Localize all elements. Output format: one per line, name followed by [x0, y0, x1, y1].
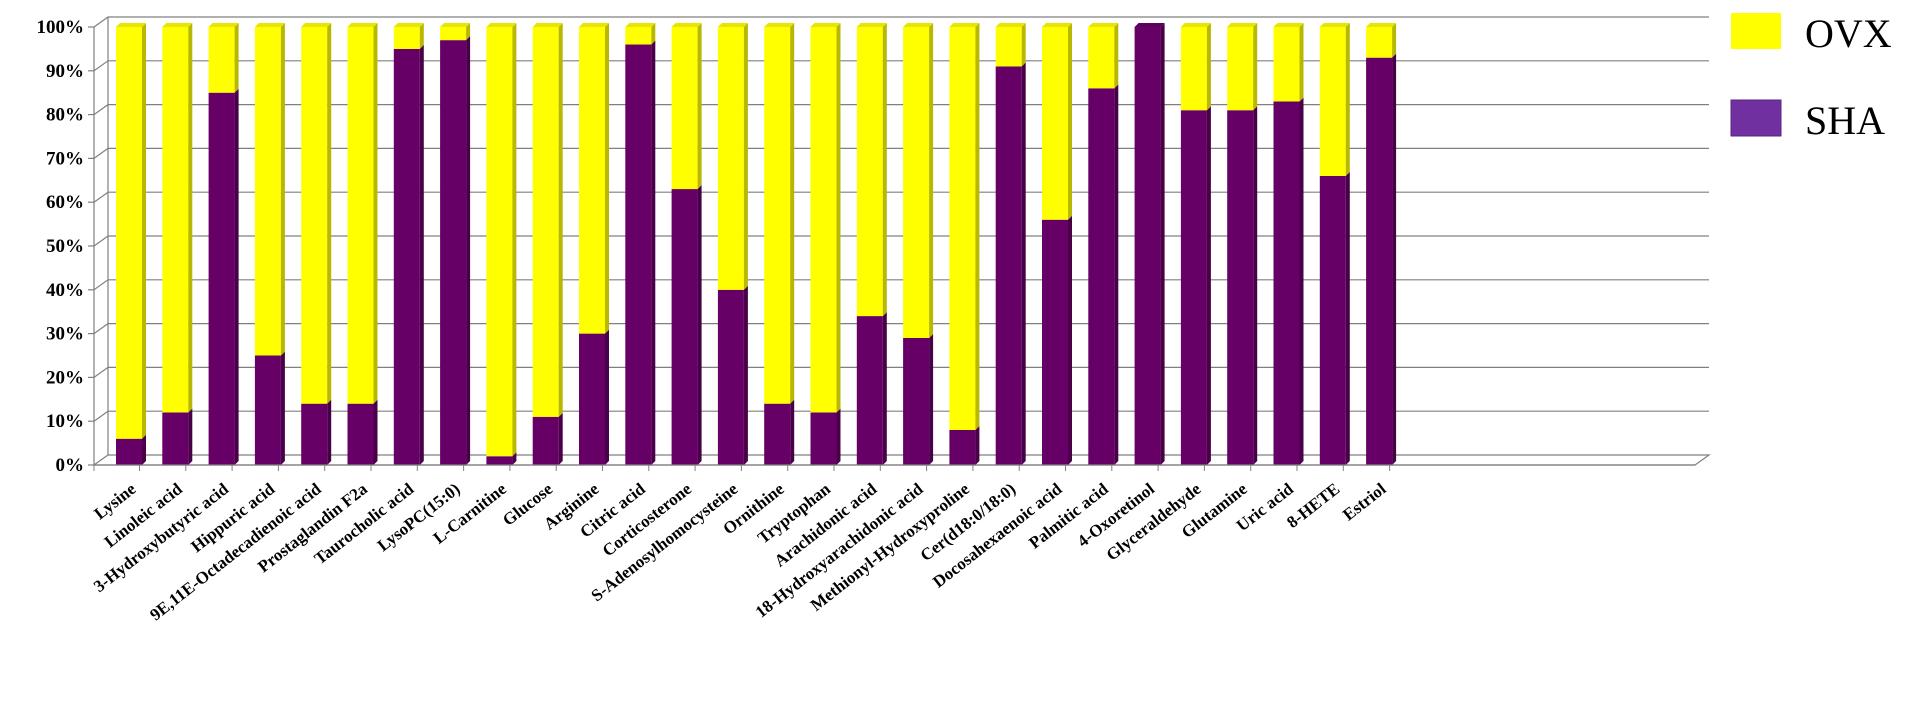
- bar-ovx-8-hete: [1319, 23, 1350, 176]
- bar-ovx-cer-d18-0-18-0: [995, 23, 1026, 67]
- bar-ovx-citric-acid: [625, 23, 656, 45]
- y-tick-label: 50%: [46, 236, 84, 257]
- y-tick-label: 80%: [46, 105, 84, 126]
- gridline: [93, 235, 1709, 247]
- bar-ovx-hippuric-acid: [254, 23, 285, 356]
- y-tick-label: 100%: [37, 17, 85, 38]
- bar-ovx-arachidonic-acid: [856, 23, 887, 317]
- bar-sha-citric-acid: [625, 40, 656, 466]
- y-tick-label: 0%: [56, 455, 85, 476]
- bar-sha-ornithine: [764, 399, 795, 465]
- bar-sha-arginine: [579, 329, 609, 465]
- bar-sha-3-hydroxybutyric-acid: [208, 88, 239, 465]
- gridline: [93, 323, 1709, 335]
- y-axis: 0% 10% 20% 30% 40% 50% 60% 70% 80% 90% 100%: [37, 17, 95, 476]
- bar-ovx-glyceraldehyde: [1180, 23, 1211, 111]
- y-tick-label: 70%: [46, 148, 84, 169]
- bar-ovx-s-adenosylhomocysteine: [717, 23, 748, 290]
- bar-ovx-tryptophan: [810, 23, 841, 413]
- bar-ovx-docosahexaenoic-acid: [1042, 23, 1072, 220]
- gridline: [93, 410, 1709, 422]
- bar-ovx-ornithine: [764, 23, 795, 404]
- y-tick-label: 40%: [46, 280, 84, 301]
- x-category-label: Estriol: [1339, 479, 1390, 524]
- y-tick-label: 90%: [46, 61, 84, 82]
- gridline: [93, 16, 1709, 28]
- legend: OVX SHA: [1730, 11, 1892, 143]
- y-tick-label: 20%: [46, 367, 84, 388]
- bar-sha-cer-d18-0-18-0: [995, 62, 1026, 466]
- bar-ovx-taurocholic-acid: [393, 23, 424, 49]
- x-category-label: 8-HETE: [1283, 479, 1343, 532]
- gridline: [93, 60, 1709, 72]
- bar-sha-glucose: [532, 412, 563, 465]
- bar-sha-taurocholic-acid: [393, 44, 424, 466]
- bar-sha-lysine: [116, 434, 146, 465]
- bar-sha-l-carnitine: [486, 452, 517, 465]
- bar-sha-s-adenosylhomocysteine: [717, 285, 748, 465]
- legend-swatch-sha: [1730, 99, 1782, 137]
- bar-ovx-methionyl-hydroxyproline: [949, 23, 980, 430]
- bars: [116, 23, 1397, 466]
- bar-sha-linoleic-acid: [162, 408, 193, 465]
- bar-ovx-glucose: [532, 23, 563, 417]
- bar-ovx-arginine: [579, 23, 609, 334]
- gridline: [93, 191, 1709, 203]
- gridline: [93, 103, 1709, 116]
- bar-sha-palmitic-acid: [1088, 84, 1119, 465]
- bar-sha-uric-acid: [1273, 97, 1304, 466]
- bar-ovx-glutamine: [1227, 23, 1258, 111]
- bar-sha-18-hydroxyarachidonic-acid: [903, 333, 934, 465]
- bar-ovx-estriol: [1366, 23, 1397, 58]
- gridline: [93, 366, 1709, 378]
- bar-sha-estriol: [1366, 53, 1397, 465]
- bar-sha-glyceraldehyde: [1180, 106, 1211, 465]
- bar-sha-methionyl-hydroxyproline: [949, 425, 980, 465]
- bar-sha-8-hete: [1319, 171, 1350, 466]
- bar-ovx-9e-11e-octadecadienoic-acid: [301, 23, 332, 404]
- bar-ovx-18-hydroxyarachidonic-acid: [903, 23, 934, 338]
- y-tick-label: 30%: [46, 324, 84, 345]
- bar-sha-docosahexaenoic-acid: [1042, 215, 1072, 465]
- bar-ovx-3-hydroxybutyric-acid: [208, 23, 239, 93]
- legend-label-sha: SHA: [1805, 98, 1885, 143]
- bar-sha-9e-11e-octadecadienoic-acid: [301, 399, 332, 465]
- gridline: [93, 147, 1709, 159]
- bar-ovx-prostaglandin-f2a: [347, 23, 378, 404]
- bar-sha-hippuric-acid: [254, 351, 285, 465]
- bar-ovx-l-carnitine: [486, 23, 517, 457]
- bar-sha-arachidonic-acid: [856, 312, 887, 465]
- legend-swatch-ovx: [1731, 13, 1781, 49]
- legend-label-ovx: OVX: [1805, 11, 1892, 56]
- bar-sha-tryptophan: [810, 408, 841, 465]
- bar-sha-prostaglandin-f2a: [347, 399, 378, 465]
- bar-ovx-lysine: [116, 23, 146, 439]
- bar-ovx-lysopc-15-0: [440, 23, 471, 41]
- grid-lines: [92, 16, 1711, 466]
- bar-ovx-corticosterone: [671, 23, 702, 190]
- bar-sha-4-oxoretinol: [1134, 23, 1165, 465]
- bar-ovx-palmitic-acid: [1088, 23, 1119, 89]
- y-tick-label: 60%: [46, 192, 84, 213]
- bar-ovx-linoleic-acid: [162, 23, 193, 413]
- floor: [92, 454, 1711, 466]
- bar-sha-glutamine: [1227, 106, 1258, 465]
- bar-sha-corticosterone: [671, 185, 702, 465]
- bar-ovx-uric-acid: [1273, 23, 1304, 102]
- gridline: [93, 279, 1709, 291]
- bar-sha-lysopc-15-0: [440, 36, 471, 465]
- y-tick-label: 10%: [46, 411, 84, 432]
